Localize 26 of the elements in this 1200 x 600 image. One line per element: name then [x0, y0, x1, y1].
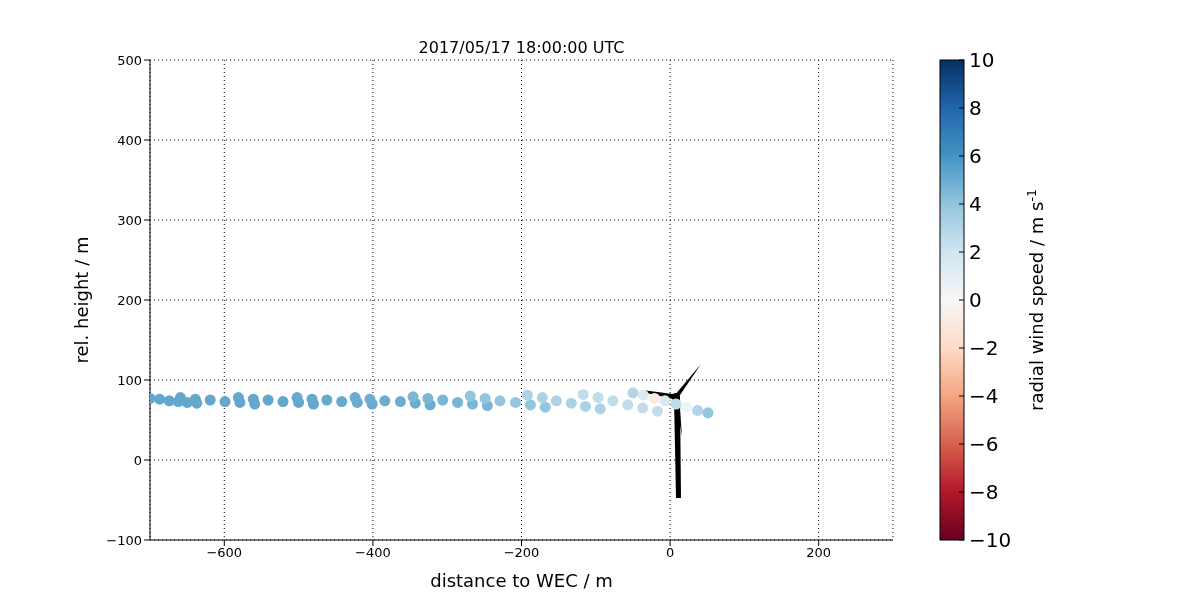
y-tick-label: 200	[117, 292, 142, 308]
y-tick-label: −100	[106, 532, 142, 548]
color-bar-label: 2	[969, 240, 982, 264]
y-tick-label: 0	[133, 452, 142, 468]
x-tick-label: 200	[806, 545, 832, 561]
x-tick-label: 0	[665, 545, 675, 561]
x-axis-title: distance to WEC / m	[430, 570, 613, 591]
chart-title: 2017/05/17 18:00:00 UTC	[418, 38, 625, 57]
color-bar-label: −8	[969, 480, 999, 504]
color-bar-label: 4	[969, 192, 982, 216]
y-tick-label: 500	[117, 52, 142, 68]
color-bar-label: −10	[969, 528, 1012, 552]
color-bar-label: −2	[969, 336, 999, 360]
x-tick-label: −600	[206, 545, 243, 561]
x-tick-label: −200	[503, 545, 540, 561]
color-bar-label: 0	[969, 288, 982, 312]
color-bar-label: 10	[969, 48, 995, 72]
x-tick-label: −400	[355, 545, 391, 561]
color-bar-label: −4	[969, 384, 999, 408]
color-bar-label: −6	[969, 432, 999, 456]
y-tick-label: 100	[117, 372, 142, 388]
y-tick-label: 400	[117, 132, 142, 148]
color-bar-label: 8	[969, 96, 982, 120]
y-axis-title: rel. height / m	[71, 236, 92, 364]
color-bar-label: 6	[969, 144, 982, 168]
y-tick-label: 300	[117, 212, 142, 228]
